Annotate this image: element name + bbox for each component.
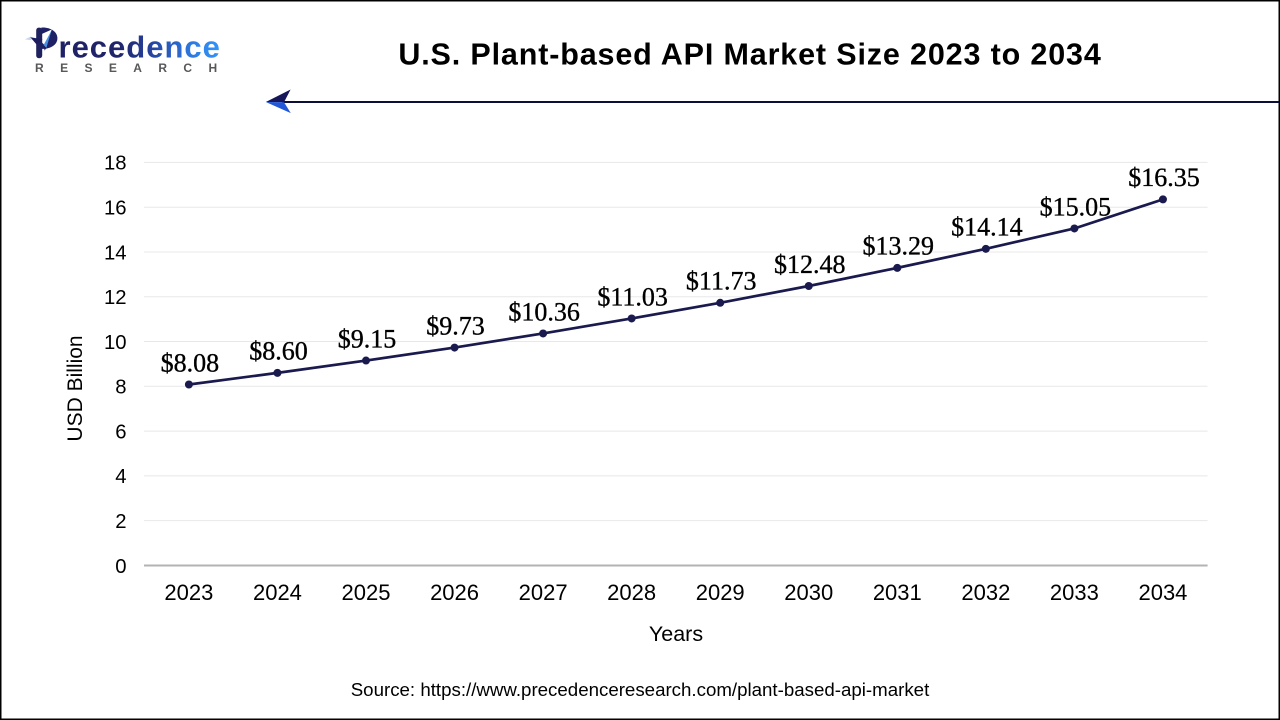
svg-text:2027: 2027 (519, 580, 568, 605)
svg-text:2026: 2026 (430, 580, 479, 605)
svg-text:4: 4 (115, 466, 126, 488)
svg-text:12: 12 (104, 287, 127, 309)
svg-text:8: 8 (115, 377, 126, 399)
svg-text:$9.15: $9.15 (338, 324, 397, 353)
svg-text:2: 2 (115, 511, 126, 533)
svg-text:$14.14: $14.14 (951, 213, 1023, 242)
svg-text:18: 18 (104, 153, 127, 175)
svg-text:$11.03: $11.03 (597, 282, 668, 311)
svg-text:2025: 2025 (342, 580, 391, 605)
svg-text:USD Billion: USD Billion (64, 335, 87, 441)
svg-text:2034: 2034 (1138, 580, 1187, 605)
svg-text:U.S. Plant-based API Market Si: U.S. Plant-based API Market Size 2023 to… (398, 38, 1101, 72)
svg-text:2024: 2024 (253, 580, 302, 605)
svg-text:$12.48: $12.48 (774, 250, 846, 279)
svg-text:14: 14 (104, 242, 127, 264)
svg-text:Years: Years (649, 622, 703, 646)
svg-text:$9.73: $9.73 (426, 311, 485, 340)
svg-text:Source: https://www.precedence: Source: https://www.precedenceresearch.c… (351, 679, 930, 700)
svg-text:$15.05: $15.05 (1040, 192, 1112, 221)
svg-text:RESEARCH: RESEARCH (35, 61, 234, 75)
svg-text:2023: 2023 (164, 580, 213, 605)
svg-text:2031: 2031 (873, 580, 922, 605)
svg-text:$13.29: $13.29 (863, 232, 935, 261)
svg-text:recedence: recedence (59, 30, 221, 65)
svg-text:2030: 2030 (784, 580, 833, 605)
svg-text:$10.36: $10.36 (508, 297, 580, 326)
svg-text:2029: 2029 (696, 580, 745, 605)
svg-text:$8.60: $8.60 (249, 337, 308, 366)
svg-text:2028: 2028 (607, 580, 656, 605)
svg-text:$16.35: $16.35 (1128, 163, 1200, 192)
svg-text:$11.73: $11.73 (686, 267, 757, 296)
svg-text:$8.08: $8.08 (161, 348, 220, 377)
svg-text:10: 10 (104, 332, 127, 354)
svg-text:6: 6 (115, 421, 126, 443)
svg-text:16: 16 (104, 198, 127, 220)
svg-text:2033: 2033 (1050, 580, 1099, 605)
svg-text:0: 0 (115, 556, 126, 578)
svg-text:2032: 2032 (961, 580, 1010, 605)
